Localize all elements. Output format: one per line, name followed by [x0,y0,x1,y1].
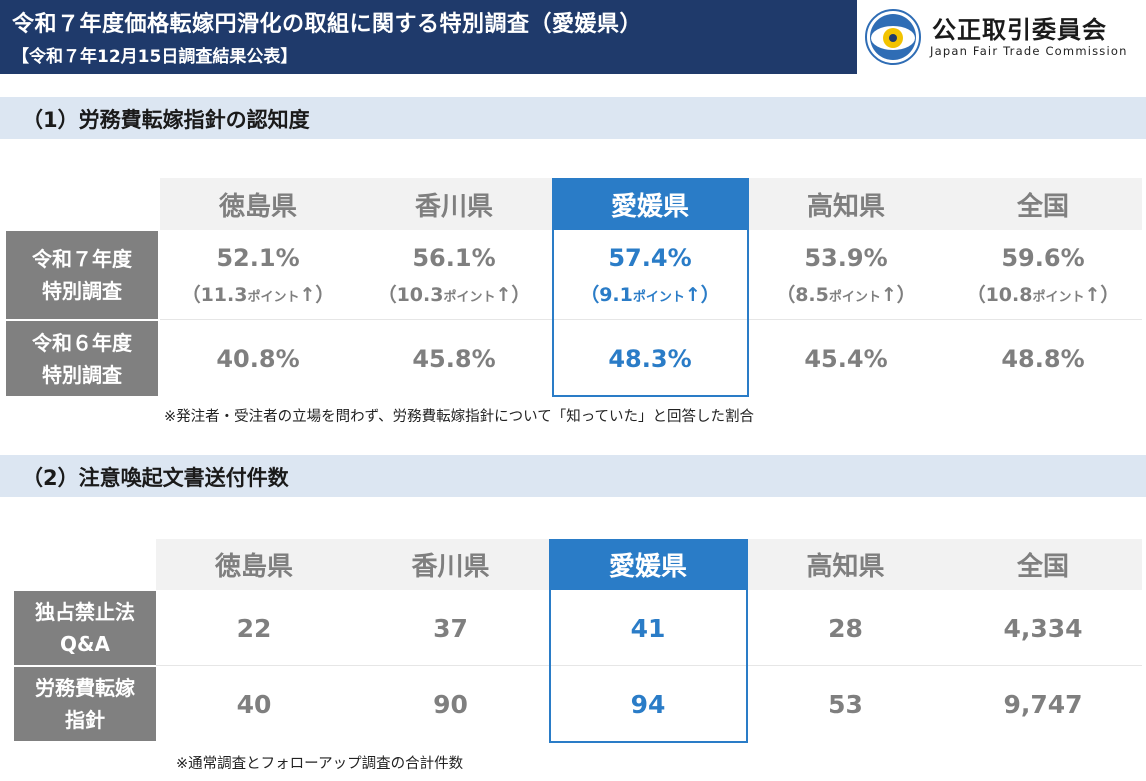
table-cell: 28 [828,613,863,643]
row-header-r6: 令和６年度 特別調査 [6,321,158,396]
table-cell: 40.8% [216,344,300,373]
jftc-logo: 公正取引委員会 Japan Fair Trade Commission [864,8,1140,66]
rate-value: 59.6% [1001,243,1085,272]
section1-heading-bar: （1）労務費転嫁指針の認知度 [0,97,1146,139]
row-divider [160,319,1142,320]
row-header-line1: 令和７年度 [32,247,132,271]
table-cell: 53 [828,689,863,719]
rate-value: 56.1% [412,243,496,272]
col-header-kochi: 高知県 [748,178,944,230]
table-cell-highlight: 41 [630,613,666,643]
point-change: （8.5ポイント↑） [776,283,916,306]
row-header-line2: 指針 [65,708,105,732]
table-cell: 53.9% （8.5ポイント↑） [748,231,944,319]
section2-footnote: ※通常調査とフォローアップ調査の合計件数 [176,756,464,772]
table-cell: 59.6% （10.8ポイント↑） [944,231,1142,319]
table-cell: 90 [433,689,468,719]
rate-value: 53.9% [804,243,888,272]
row-header-line2: Q&A [60,632,110,656]
point-change: （9.1ポイント↑） [580,283,720,306]
table-cell: 48.8% [1001,344,1085,373]
col-header-tokushima: 徳島県 [160,178,356,230]
col-header-ehime: 愛媛県 [552,178,748,230]
table-cell-highlight: 94 [630,689,666,719]
publication-date: 【令和７年12月15日調査結果公表】 [12,47,298,67]
table-cell: 56.1% （10.3ポイント↑） [356,231,552,319]
section2-heading-bar: （2）注意喚起文書送付件数 [0,455,1146,497]
logo-name: 公正取引委員会 [932,16,1107,44]
row-header-line2: 特別調査 [42,279,122,303]
rate-value: 52.1% [216,243,300,272]
section1-title: （1）労務費転嫁指針の認知度 [22,108,310,132]
row-header-line2: 特別調査 [42,362,122,387]
point-change: （10.8ポイント↑） [966,283,1120,306]
col-header-kochi: 高知県 [747,539,944,590]
table-cell: 22 [236,613,272,643]
row-header-line1: 独占禁止法 [35,600,135,624]
col-header-kagawa: 香川県 [356,178,552,230]
table-cell-highlight: 57.4% （9.1ポイント↑） [552,231,748,319]
table-cell: 45.4% [804,344,888,373]
table-cell: 45.8% [412,344,496,373]
ehime-highlight-frame [552,178,749,397]
point-change: （11.3ポイント↑） [181,283,335,306]
section1-footnote: ※発注者・受注者の立場を問わず、労務費転嫁指針について「知っていた」と回答した割… [164,409,754,425]
table-cell: 9,747 [1003,689,1083,719]
row-header-labor-cost-guideline: 労務費転嫁 指針 [14,667,156,741]
row-header-line1: 労務費転嫁 [35,676,135,700]
row-header-r7: 令和７年度 特別調査 [6,231,158,319]
col-header-tokushima: 徳島県 [156,539,352,590]
table-cell: 37 [433,613,468,643]
jftc-emblem-icon [865,9,921,65]
page-title: 令和７年度価格転嫁円滑化の取組に関する特別調査（愛媛県） [12,12,643,37]
col-header-ehime: 愛媛県 [549,539,747,590]
table-cell-highlight: 48.3% [608,344,692,373]
table-cell: 4,334 [1003,613,1083,643]
table-cell: 52.1% （11.3ポイント↑） [160,231,356,319]
row-divider [156,665,1142,666]
col-header-national: 全国 [944,178,1142,230]
col-header-national: 全国 [944,539,1142,590]
section2-title: （2）注意喚起文書送付件数 [22,466,289,490]
ehime-highlight-frame [549,539,748,743]
col-header-kagawa: 香川県 [352,539,549,590]
table-cell: 40 [236,689,272,719]
header-banner: 令和７年度価格転嫁円滑化の取組に関する特別調査（愛媛県） 【令和７年12月15日… [0,0,857,74]
rate-value: 57.4% [608,243,692,272]
logo-english-name: Japan Fair Trade Commission [930,44,1128,58]
point-change: （10.3ポイント↑） [377,283,531,306]
row-header-line1: 令和６年度 [32,330,132,355]
row-header-antimonopoly-qa: 独占禁止法 Q&A [14,591,156,665]
